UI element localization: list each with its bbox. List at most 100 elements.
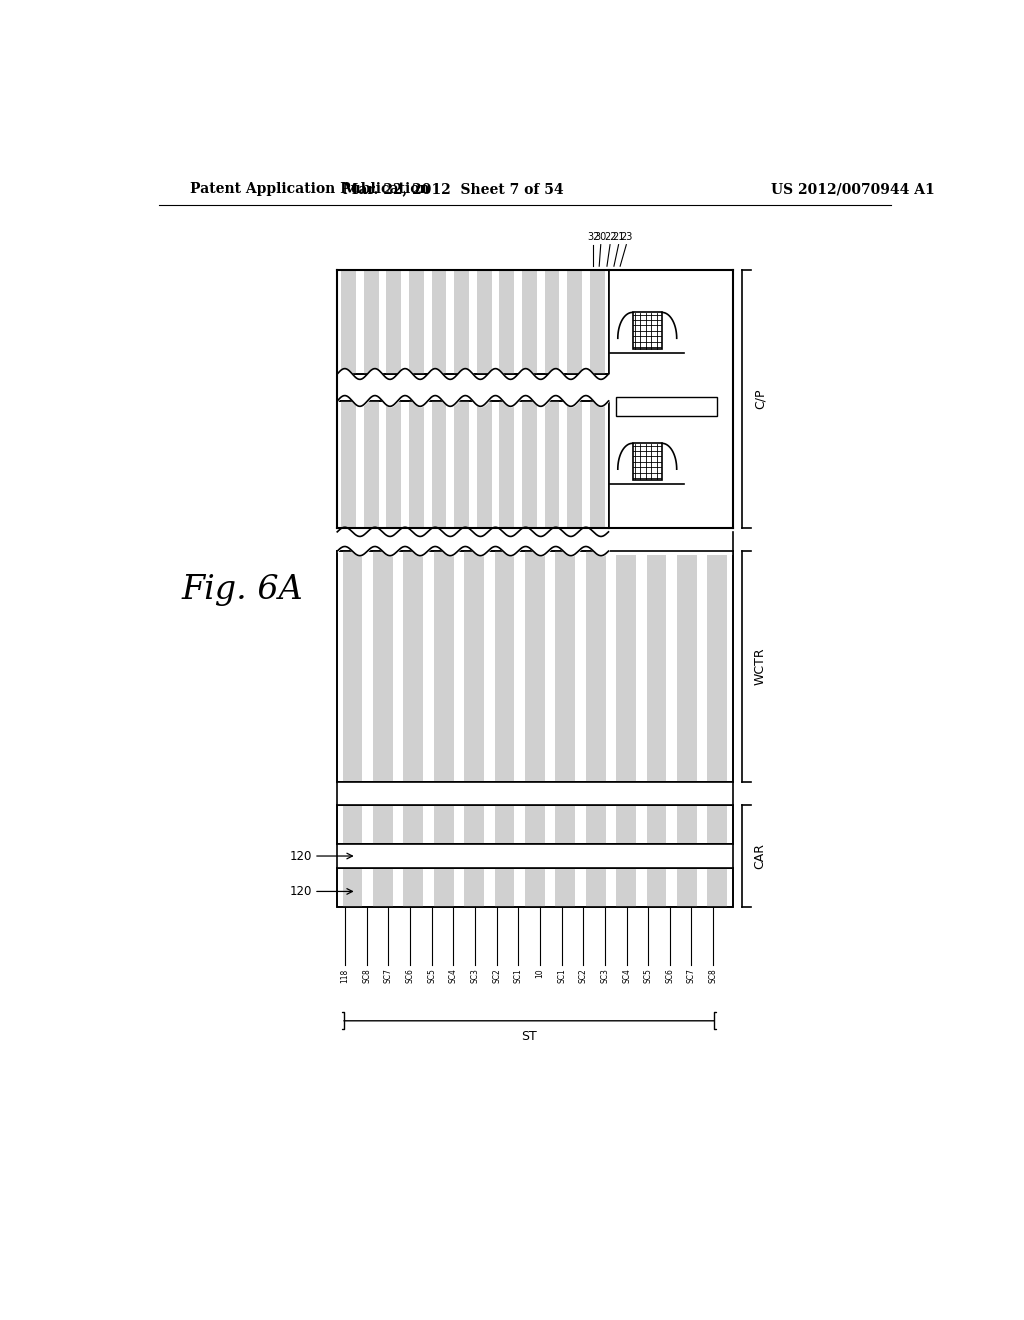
Bar (337, 401, 608, 528)
Text: Patent Application Publication: Patent Application Publication (190, 182, 430, 197)
Bar (337, 869, 732, 907)
Bar (525, 552, 545, 781)
Bar (337, 805, 732, 843)
Bar (525, 805, 545, 843)
Bar (708, 869, 727, 907)
Text: SC8: SC8 (709, 969, 718, 983)
Bar (555, 552, 575, 781)
Bar (364, 401, 379, 528)
Text: 118: 118 (341, 969, 349, 982)
Text: SC4: SC4 (449, 969, 458, 983)
Bar (590, 401, 604, 528)
Bar (708, 805, 727, 843)
Text: SC3: SC3 (600, 969, 609, 983)
Text: 32: 32 (587, 231, 599, 242)
Bar (455, 271, 469, 374)
Bar (477, 271, 492, 374)
Bar (432, 401, 446, 528)
Bar (500, 401, 514, 528)
Bar (364, 271, 379, 374)
Bar (373, 552, 393, 781)
Text: SC3: SC3 (470, 969, 479, 983)
Bar (337, 805, 732, 843)
Text: 120: 120 (290, 850, 311, 862)
Bar (337, 401, 608, 528)
Bar (616, 805, 636, 843)
Text: 23: 23 (621, 231, 633, 242)
Bar (434, 805, 454, 843)
Bar (586, 552, 605, 781)
Bar (386, 401, 401, 528)
Bar (677, 552, 696, 781)
Bar (646, 805, 667, 843)
Bar (432, 271, 446, 374)
Text: CAR: CAR (754, 843, 766, 869)
Bar (525, 869, 545, 907)
Text: SC8: SC8 (362, 969, 371, 983)
Bar (500, 271, 514, 374)
Bar (633, 313, 662, 350)
Text: Fig. 6A: Fig. 6A (182, 574, 303, 606)
Text: 10: 10 (536, 969, 545, 978)
Text: 22: 22 (604, 231, 616, 242)
Bar (403, 805, 423, 843)
Bar (337, 271, 608, 374)
Bar (586, 869, 605, 907)
Bar (586, 805, 605, 843)
Bar (495, 869, 514, 907)
Bar (403, 552, 423, 781)
Bar (337, 552, 732, 781)
Bar (677, 869, 696, 907)
Bar (477, 401, 492, 528)
Text: SC2: SC2 (579, 969, 588, 983)
Bar (341, 401, 356, 528)
Bar (590, 271, 604, 374)
Text: US 2012/0070944 A1: US 2012/0070944 A1 (771, 182, 935, 197)
Bar (608, 528, 732, 554)
Bar (464, 805, 484, 843)
Bar (522, 401, 537, 528)
Bar (555, 805, 575, 843)
Bar (646, 869, 667, 907)
Bar (708, 552, 727, 781)
Bar (403, 869, 423, 907)
Bar (337, 552, 732, 781)
Text: SC5: SC5 (427, 969, 436, 983)
Text: Mar. 22, 2012  Sheet 7 of 54: Mar. 22, 2012 Sheet 7 of 54 (343, 182, 564, 197)
Bar (337, 843, 732, 869)
Bar (455, 401, 469, 528)
Bar (409, 271, 424, 374)
Text: 120: 120 (290, 884, 311, 898)
Bar (522, 271, 537, 374)
Bar (545, 401, 559, 528)
Text: SC4: SC4 (622, 969, 631, 983)
Bar (409, 401, 424, 528)
Text: SC7: SC7 (384, 969, 393, 983)
Bar (495, 552, 514, 781)
Bar (337, 781, 732, 805)
Text: SC6: SC6 (666, 969, 675, 983)
Text: ST: ST (521, 1030, 537, 1043)
Text: C/P: C/P (754, 389, 766, 409)
Bar (616, 552, 636, 781)
Bar (343, 869, 362, 907)
Bar (646, 552, 667, 781)
Bar (434, 552, 454, 781)
Bar (495, 805, 514, 843)
Bar (337, 271, 608, 374)
Bar (386, 271, 401, 374)
Text: SC2: SC2 (493, 969, 501, 983)
Bar (608, 271, 732, 528)
Bar (373, 869, 393, 907)
Bar (434, 869, 454, 907)
Bar (633, 444, 662, 480)
Bar (567, 271, 582, 374)
Bar (464, 869, 484, 907)
Bar (616, 869, 636, 907)
Text: SC1: SC1 (514, 969, 522, 983)
Text: SC6: SC6 (406, 969, 415, 983)
Text: SC1: SC1 (557, 969, 566, 983)
Bar (373, 805, 393, 843)
Bar (343, 552, 362, 781)
Bar (555, 869, 575, 907)
